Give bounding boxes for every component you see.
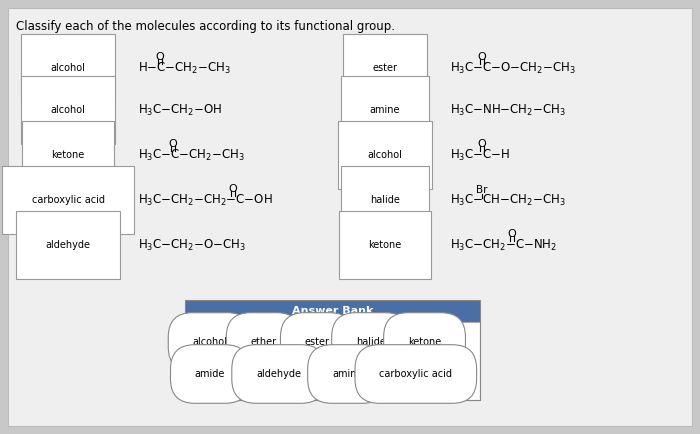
Text: H$_3$C$-$CH$_2$$-$C$-$NH$_2$: H$_3$C$-$CH$_2$$-$C$-$NH$_2$ [450,237,557,253]
Text: alcohol: alcohol [368,150,402,160]
Text: H$_3$C$-$CH$_2$$-$O$-$CH$_3$: H$_3$C$-$CH$_2$$-$O$-$CH$_3$ [138,237,246,253]
Text: Answer Bank: Answer Bank [292,306,373,316]
Text: halide: halide [356,337,386,347]
Text: O: O [477,139,486,149]
Text: alcohol: alcohol [50,63,85,73]
Text: ketone: ketone [368,240,402,250]
Text: Classify each of the molecules according to its functional group.: Classify each of the molecules according… [16,20,395,33]
Bar [185,300,480,400]
Text: H$_3$C$-$CH$_2$$-$CH$_2$$-$C$-$OH: H$_3$C$-$CH$_2$$-$CH$_2$$-$C$-$OH [138,192,273,207]
Bar [185,300,480,322]
Text: O: O [155,52,164,62]
Bar [185,322,480,400]
Text: amide: amide [195,369,225,379]
Text: aldehyde: aldehyde [46,240,90,250]
Text: H$_3$C$-$C$-$O$-$CH$_2$$-$CH$_3$: H$_3$C$-$C$-$O$-$CH$_2$$-$CH$_3$ [450,60,576,76]
Text: Br: Br [476,185,488,195]
Text: halide: halide [370,195,400,205]
Text: H$_3$C$-$C$-$CH$_2$$-$CH$_3$: H$_3$C$-$C$-$CH$_2$$-$CH$_3$ [138,148,245,163]
Text: ether: ether [251,337,276,347]
Text: aldehyde: aldehyde [256,369,301,379]
Text: H$-$C$-$CH$_2$$-$CH$_3$: H$-$C$-$CH$_2$$-$CH$_3$ [138,60,231,76]
Text: H$_3$C$-$NH$-$CH$_2$$-$CH$_3$: H$_3$C$-$NH$-$CH$_2$$-$CH$_3$ [450,102,566,118]
Text: O: O [477,52,486,62]
Text: amine: amine [332,369,363,379]
Text: alcohol: alcohol [193,337,228,347]
Text: H$_3$C$-$CH$_2$$-$OH: H$_3$C$-$CH$_2$$-$OH [138,102,222,118]
Text: ester: ester [372,63,398,73]
Text: H$_3$C$-$C$-$H: H$_3$C$-$C$-$H [450,148,510,163]
Text: H$_3$C$-$CH$-$CH$_2$$-$CH$_3$: H$_3$C$-$CH$-$CH$_2$$-$CH$_3$ [450,192,566,207]
Text: amine: amine [370,105,400,115]
Text: ketone: ketone [408,337,441,347]
Text: carboxylic acid: carboxylic acid [32,195,104,205]
Text: alcohol: alcohol [50,105,85,115]
Text: O: O [229,184,237,194]
Text: O: O [169,139,177,149]
Text: O: O [508,229,517,239]
Text: carboxylic acid: carboxylic acid [379,369,452,379]
Text: ketone: ketone [51,150,85,160]
Text: ester: ester [304,337,330,347]
